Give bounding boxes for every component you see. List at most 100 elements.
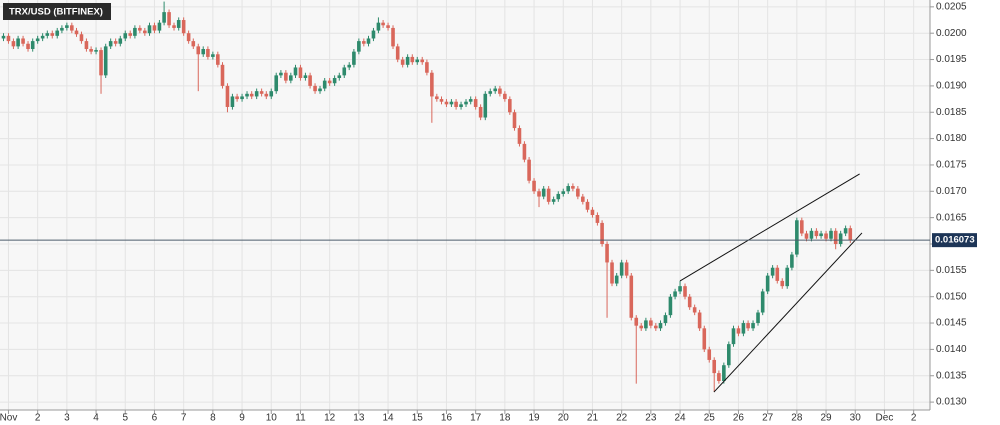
candle-body (337, 75, 342, 78)
last-price-label: 0.016073 (935, 235, 975, 246)
candle-body (624, 262, 629, 276)
candle-body (765, 275, 770, 292)
candle-body (264, 93, 269, 97)
x-tick-label: 9 (239, 413, 245, 424)
y-tick-label: 0.0200 (936, 28, 967, 39)
candle-body (147, 25, 152, 34)
candle-body (629, 275, 634, 318)
trend-line (679, 173, 860, 282)
candle-body (371, 30, 376, 39)
candle-body (400, 59, 405, 65)
candle-body (289, 75, 293, 81)
candle-body (809, 230, 814, 239)
x-tick-label: Nov (0, 413, 17, 424)
x-tick-label: 27 (762, 413, 774, 424)
candle-body (196, 46, 201, 55)
candle-body (347, 64, 352, 68)
candle-body (736, 328, 741, 334)
x-tick-label: 26 (733, 413, 745, 424)
candle-body (464, 101, 468, 105)
candle-body (415, 59, 420, 63)
candle-body (751, 323, 755, 329)
candle-body (488, 91, 493, 94)
candle-body (454, 101, 458, 107)
candle-body (395, 46, 400, 60)
candle-body (546, 188, 551, 202)
candle-body (556, 193, 561, 200)
candle-body (522, 143, 527, 160)
candle-body (60, 27, 64, 31)
x-tick-label: 20 (558, 413, 570, 424)
x-tick-label: 5 (122, 413, 128, 424)
candle-body (70, 25, 74, 31)
candle-body (775, 267, 780, 281)
y-tick-label: 0.0130 (936, 397, 967, 408)
candle-body (303, 75, 308, 78)
x-tick-label: 23 (645, 413, 657, 424)
candle-body (503, 93, 507, 100)
candle-body (284, 72, 288, 81)
candle-body (352, 51, 356, 65)
candle-body (405, 56, 410, 65)
candle-body (211, 54, 215, 57)
x-tick-label: 29 (820, 413, 832, 424)
candle-body (391, 27, 395, 47)
candle-body (269, 91, 274, 97)
candle-body (780, 280, 785, 287)
candle-body (527, 159, 531, 181)
candle-body (581, 196, 585, 202)
candle-body (512, 112, 517, 129)
x-tick-label: 24 (674, 413, 686, 424)
candle-body (634, 317, 639, 326)
x-tick-label: 4 (93, 413, 99, 424)
x-tick-label: 14 (382, 413, 394, 424)
y-tick-label: 0.0185 (936, 107, 967, 118)
y-tick-label: 0.0135 (936, 370, 967, 381)
candle-body (143, 30, 147, 34)
x-tick-label: 28 (791, 413, 803, 424)
x-tick-label: 16 (441, 413, 453, 424)
candle-body (654, 325, 658, 329)
x-tick-label: 7 (181, 413, 187, 424)
x-tick-label: 21 (587, 413, 599, 424)
x-tick-label: 2 (35, 413, 41, 424)
x-tick-label: 15 (412, 413, 424, 424)
candle-body (566, 186, 571, 192)
candle-body (6, 35, 11, 42)
candle-body (128, 33, 133, 36)
candle-body (327, 80, 332, 84)
candle-body (89, 49, 93, 52)
candle-body (1, 35, 6, 39)
candle-body (459, 104, 463, 107)
candle-body (293, 67, 298, 76)
candle-body (11, 41, 16, 47)
y-tick-label: 0.0190 (936, 81, 967, 92)
candle-body (362, 41, 366, 44)
candle-body (79, 34, 84, 42)
candle-body (220, 64, 225, 86)
candle-body (639, 325, 644, 329)
candle-body (94, 50, 98, 52)
candle-body (712, 359, 717, 374)
candle-body (800, 220, 804, 234)
candle-body (172, 25, 176, 28)
candle-body (35, 38, 40, 42)
candle-body (186, 33, 191, 42)
x-tick-label: Dec (876, 413, 894, 424)
candle-body (322, 80, 327, 89)
candle-body (683, 286, 687, 297)
candle-body (366, 38, 371, 44)
candle-body (254, 91, 259, 97)
candle-body (658, 323, 663, 329)
candle-body (838, 233, 843, 244)
candle-body (790, 254, 794, 268)
chart-title: TRX/USD (BITFINEX) (9, 7, 103, 18)
candle-body (439, 99, 444, 102)
candle-body (313, 85, 317, 92)
candle-body (829, 230, 833, 239)
candle-body (318, 88, 322, 92)
candle-body (206, 49, 210, 57)
candle-body (381, 22, 385, 26)
x-tick-label: 30 (850, 413, 862, 424)
candle-body (673, 291, 677, 297)
